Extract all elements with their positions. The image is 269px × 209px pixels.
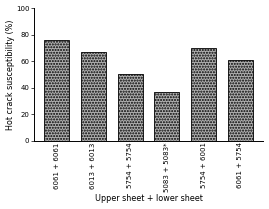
- Bar: [81, 52, 106, 141]
- Bar: [191, 48, 216, 141]
- X-axis label: Upper sheet + lower sheet: Upper sheet + lower sheet: [95, 194, 203, 203]
- Bar: [154, 92, 179, 141]
- Bar: [228, 60, 253, 141]
- Bar: [118, 74, 143, 141]
- Y-axis label: Hot crack susceptibility (%): Hot crack susceptibility (%): [6, 19, 15, 130]
- Bar: [44, 40, 69, 141]
